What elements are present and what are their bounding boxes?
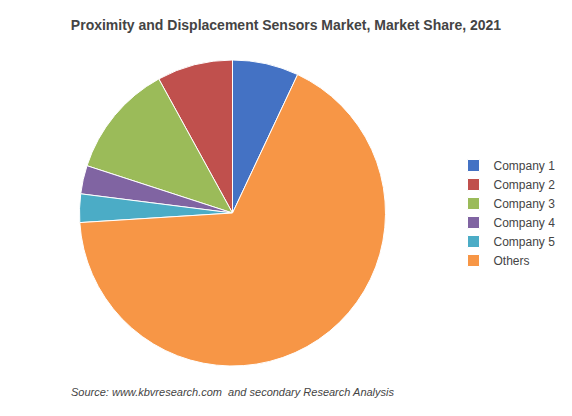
svg-text:Company 1: Company 1 — [494, 159, 556, 173]
svg-text:Company 4: Company 4 — [494, 216, 556, 230]
svg-text:Others: Others — [494, 254, 530, 268]
svg-text:Company 5: Company 5 — [494, 235, 556, 249]
svg-text:Proximity and Displacement Sen: Proximity and Displacement Sensors Marke… — [71, 17, 502, 33]
svg-text:Company 3: Company 3 — [494, 197, 556, 211]
svg-text:Source: www.kbvresearch.com a: Source: www.kbvresearch.com and secondar… — [71, 386, 395, 398]
svg-text:Company 2: Company 2 — [494, 178, 556, 192]
